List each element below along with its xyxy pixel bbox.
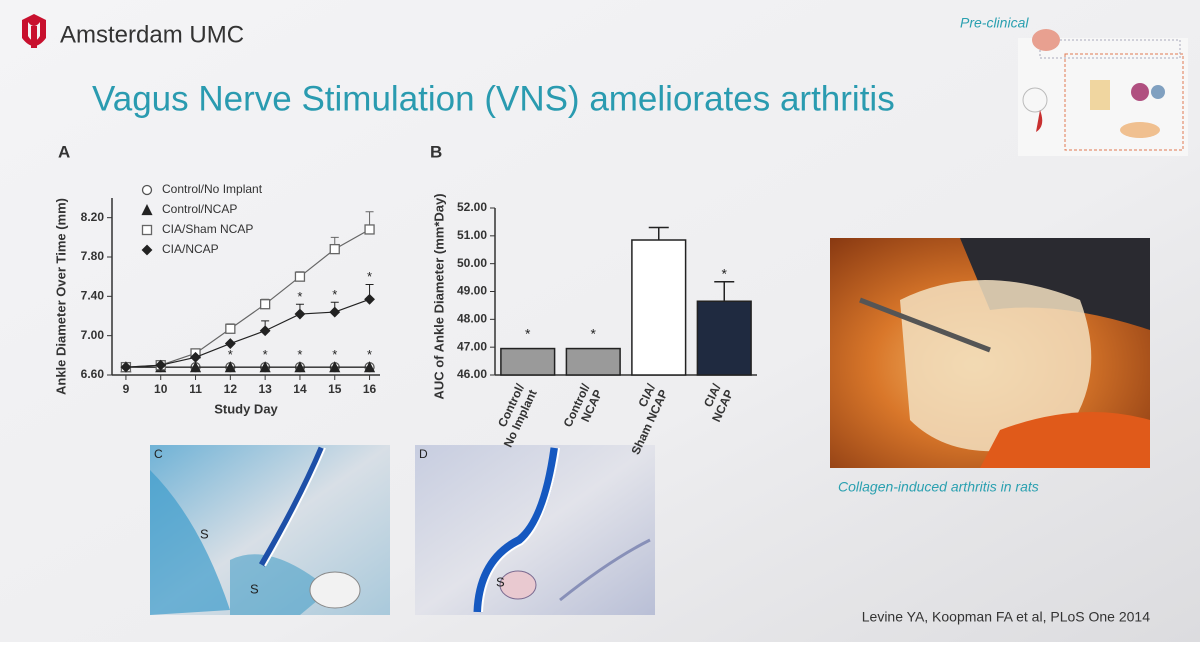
annotation: * (722, 266, 728, 282)
y-tick-label: 7.40 (81, 289, 105, 303)
legend-label: CIA/Sham NCAP (162, 222, 253, 236)
marker (141, 184, 153, 196)
bar (500, 347, 556, 376)
slide-title: Vagus Nerve Stimulation (VNS) ameliorate… (92, 79, 895, 118)
x-axis-label: Study Day (214, 401, 278, 416)
marker (141, 244, 153, 256)
y-tick-label: 48.00 (457, 312, 487, 326)
marker (364, 293, 375, 305)
histology-label: S (200, 526, 209, 541)
y-tick-label: 52.00 (457, 200, 487, 214)
marker (141, 204, 153, 216)
marker (224, 338, 236, 349)
svg-text:C: C (154, 447, 163, 461)
x-tick-label: 9 (123, 382, 130, 396)
annotation: * (297, 289, 302, 304)
y-axis-label: AUC of Ankle Diameter (mm*Day) (431, 193, 446, 399)
error-bar (648, 226, 669, 241)
marker (329, 243, 340, 255)
x-tick-label: 14 (293, 382, 307, 396)
error-bar (714, 281, 735, 302)
schematic (1018, 29, 1188, 156)
logo-text: Amsterdam UMC (60, 21, 244, 48)
marker (189, 361, 202, 373)
marker (364, 361, 376, 373)
marker (294, 271, 306, 282)
legend-label: CIA/NCAP (162, 242, 219, 256)
logo (22, 14, 46, 48)
y-tick-label: 47.00 (457, 339, 487, 353)
panel-label: B (430, 142, 442, 161)
annotation: * (367, 347, 372, 362)
marker (364, 224, 375, 235)
marker (294, 361, 306, 373)
marker (329, 306, 341, 318)
annotation: * (297, 347, 302, 362)
histology-image: D (415, 445, 655, 615)
marker (225, 323, 236, 334)
x-tick-label: 16 (363, 382, 377, 396)
y-axis-label: Ankle Diameter Over Time (mm) (53, 198, 68, 395)
histology-label: S (250, 581, 259, 596)
marker (155, 359, 167, 371)
y-tick-label: 8.20 (81, 210, 105, 224)
y-tick-label: 6.60 (81, 367, 105, 381)
y-tick-label: 49.00 (457, 284, 487, 298)
x-tick-label: 15 (328, 382, 342, 396)
legend-label: Control/NCAP (162, 202, 237, 216)
y-tick-label: 46.00 (457, 367, 487, 381)
tag: Pre-clinical (960, 15, 1029, 31)
marker (259, 325, 271, 337)
photo (830, 238, 1150, 468)
svg-text:D: D (419, 447, 428, 461)
bar (565, 347, 621, 376)
y-tick-label: 51.00 (457, 228, 487, 242)
annotation: * (367, 269, 372, 284)
caption: Collagen-induced arthritis in rats (838, 479, 1039, 495)
marker (294, 308, 306, 320)
legend-label: Control/No Implant (162, 182, 263, 196)
bar (631, 239, 687, 376)
x-tick-label: 11 (189, 382, 202, 396)
series-line (125, 298, 370, 368)
annotation: * (525, 325, 531, 341)
marker (141, 224, 153, 236)
marker (190, 351, 201, 363)
x-tick-label: 12 (224, 382, 238, 396)
marker (259, 361, 271, 373)
annotation: * (332, 287, 337, 302)
histology-image: C (150, 445, 390, 615)
panel-label: A (58, 142, 70, 161)
marker (224, 361, 236, 373)
y-tick-label: 7.80 (81, 249, 105, 263)
annotation: * (263, 347, 268, 362)
marker (259, 299, 271, 310)
marker (120, 361, 132, 373)
citation: Levine YA, Koopman FA et al, PLoS One 20… (862, 609, 1150, 625)
series-line (125, 228, 370, 368)
bar (696, 300, 752, 376)
annotation: * (228, 347, 233, 362)
x-tick-label: 13 (258, 382, 272, 396)
x-tick-label: 10 (154, 382, 168, 396)
marker (329, 361, 341, 373)
histology-label: S (496, 574, 505, 589)
y-tick-label: 50.00 (457, 256, 487, 270)
annotation: * (591, 325, 597, 341)
annotation: * (332, 347, 337, 362)
y-tick-label: 7.00 (81, 328, 105, 342)
